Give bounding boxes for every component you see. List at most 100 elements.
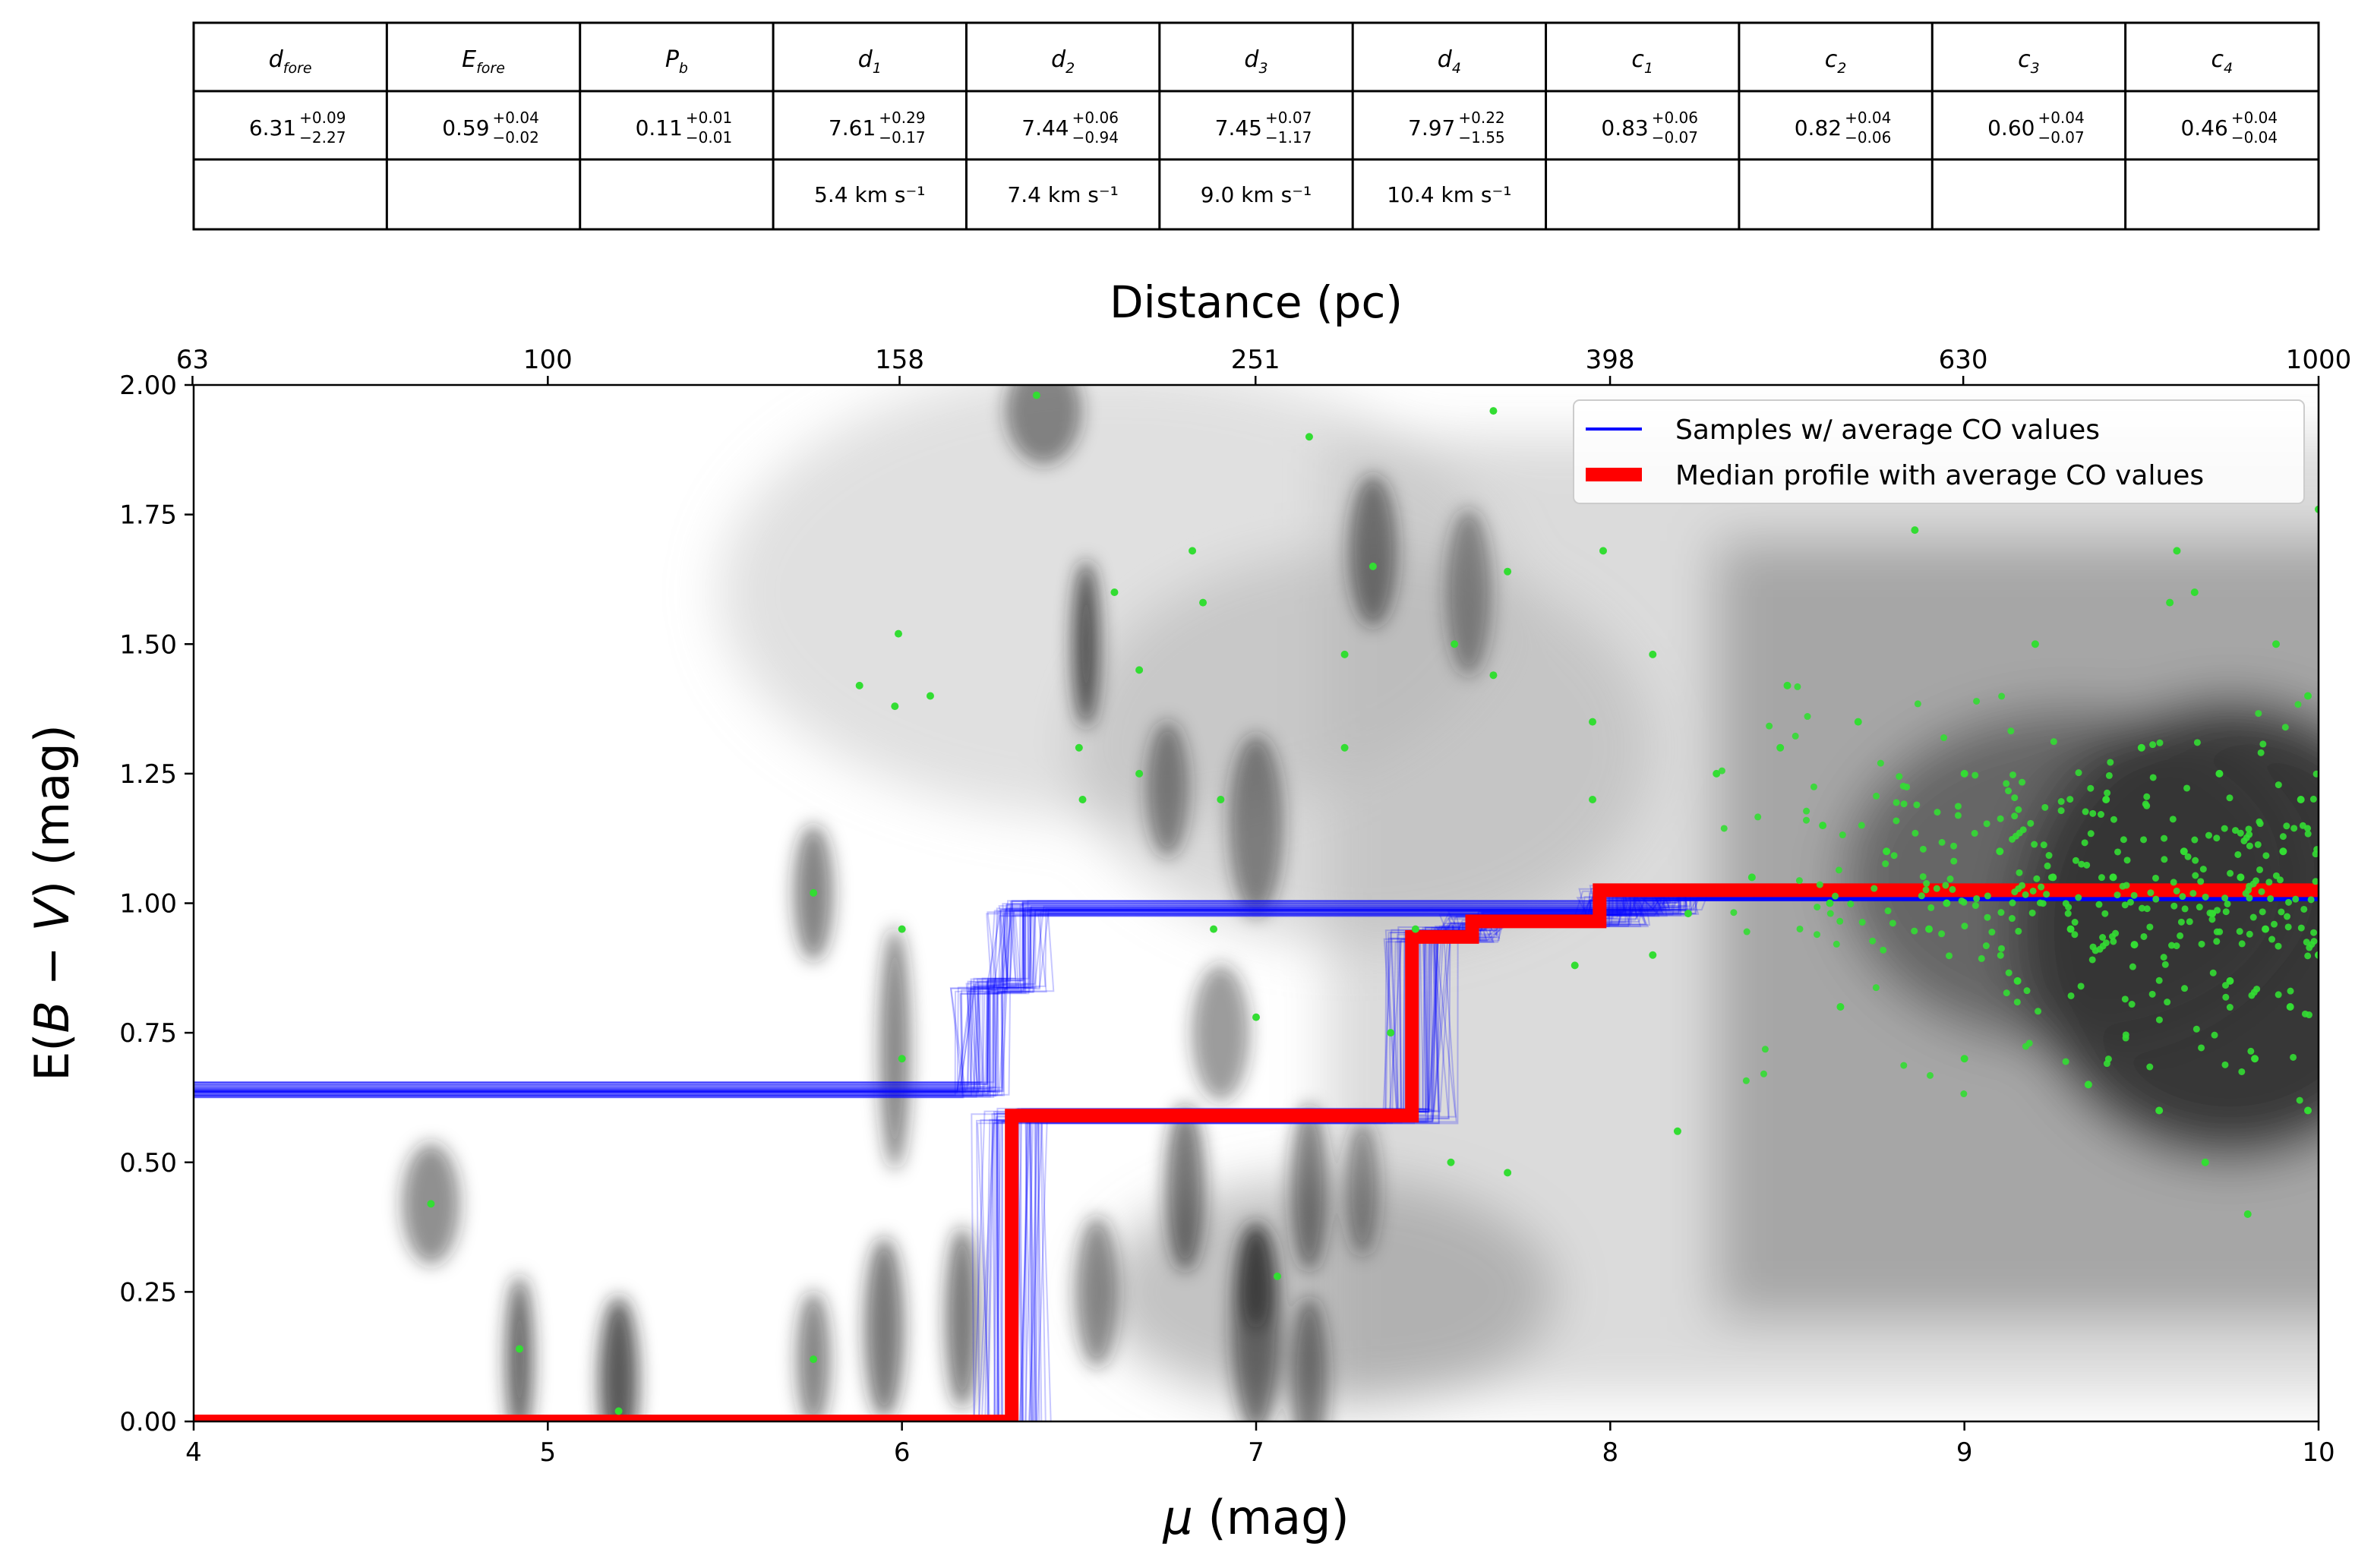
star-point <box>1792 732 1799 740</box>
svg-text:7.97: 7.97 <box>1408 115 1455 140</box>
svg-text:−1.55: −1.55 <box>1458 128 1504 147</box>
star-point <box>2112 929 2120 937</box>
star-point <box>1489 671 1498 680</box>
star-point <box>2310 938 2318 945</box>
star-point <box>2035 1008 2042 1015</box>
x-axis: 4 5 6 7 8 9 10 <box>185 1421 2335 1468</box>
star-point <box>2177 918 2185 926</box>
svg-text:+0.01: +0.01 <box>686 109 732 127</box>
sample-profile-line <box>194 892 2319 1421</box>
y-axis: 0.00 0.25 0.50 0.75 1.00 1.25 1.50 1.75 2.00 <box>119 371 194 1437</box>
star-point <box>2029 887 2037 894</box>
top-tick-label: 100 <box>523 345 573 375</box>
star-point <box>1451 640 1459 648</box>
star-point <box>1839 831 1846 839</box>
star-point <box>2238 940 2246 948</box>
star-point <box>2193 739 2201 746</box>
star-point <box>1971 771 1979 779</box>
star-point <box>2149 741 2157 749</box>
svg-text:−0.17: −0.17 <box>879 128 925 147</box>
star-point <box>2222 993 2230 1001</box>
star-point <box>2155 1106 2164 1115</box>
star-point <box>2161 856 2168 863</box>
star-point <box>2259 740 2267 748</box>
star-point <box>2304 825 2312 832</box>
star-point <box>2224 900 2231 907</box>
star-point <box>1766 722 1773 730</box>
star-point <box>1858 822 1865 829</box>
svg-text:0.82: 0.82 <box>1795 115 1842 140</box>
star-point <box>1796 925 1804 932</box>
sample-profile-line <box>194 898 2319 1421</box>
star-point <box>2104 1055 2112 1063</box>
sample-profile-line <box>194 894 2319 1421</box>
star-point <box>1960 1090 1968 1098</box>
star-point <box>1730 909 1738 917</box>
sample-profile-line <box>194 899 2319 1421</box>
star-point <box>2213 834 2221 842</box>
star-point <box>1075 743 1083 752</box>
star-point <box>2062 1058 2069 1065</box>
legend: Samples w/ average CO values Median profi… <box>1573 399 2305 504</box>
star-point <box>1982 942 1990 950</box>
star-point <box>2238 1068 2246 1075</box>
star-point <box>1369 562 1377 570</box>
star-point <box>2040 841 2047 849</box>
star-point <box>2168 942 2176 949</box>
star-point <box>2183 784 2191 792</box>
star-point <box>2078 860 2085 868</box>
star-point <box>2005 969 2013 976</box>
star-point <box>2082 808 2089 816</box>
star-point <box>1893 817 1900 825</box>
star-point <box>1489 407 1498 415</box>
star-point <box>1804 713 1811 721</box>
star-point <box>1927 904 1935 911</box>
sample-profile-line <box>194 891 2319 1421</box>
star-point <box>2275 781 2282 789</box>
star-point <box>2019 826 2027 834</box>
svg-text:+0.06: +0.06 <box>1652 109 1698 127</box>
star-point <box>2137 743 2145 752</box>
star-point <box>2104 789 2111 797</box>
median-profile-line <box>194 883 2319 1421</box>
star-point <box>1938 930 1946 938</box>
star-point <box>1911 526 1919 535</box>
table-value-cell: 0.83 +0.06−0.07 <box>1601 109 1698 147</box>
star-point <box>810 1355 818 1364</box>
sample-profile-line <box>194 887 2319 1421</box>
x-tick-label: 5 <box>540 1437 557 1468</box>
star-point <box>2036 899 2044 907</box>
table-header-cell: c2 <box>1825 46 1847 77</box>
star-point <box>2121 995 2129 1003</box>
star-point <box>2279 847 2287 856</box>
star-point <box>2237 829 2244 837</box>
star-point <box>2072 857 2079 864</box>
star-point <box>1810 783 1817 790</box>
top-tick-label: 158 <box>875 345 924 375</box>
star-point <box>2146 923 2154 931</box>
star-point <box>2025 1040 2033 1047</box>
star-point <box>1873 792 1880 800</box>
sample-profile-line <box>194 885 2319 1421</box>
svg-text:−0.94: −0.94 <box>1072 128 1119 147</box>
star-point <box>2301 1010 2309 1017</box>
star-point <box>2257 749 2265 756</box>
star-point <box>2206 909 2214 917</box>
star-point <box>1872 984 1880 992</box>
star-point <box>2211 1031 2218 1039</box>
svg-text:0.83: 0.83 <box>1601 115 1648 140</box>
star-point <box>2290 825 2298 832</box>
x-tick-label: 8 <box>1602 1437 1619 1468</box>
star-point <box>1858 919 1866 926</box>
legend-label-samples: Samples w/ average CO values <box>1675 415 2100 446</box>
table-header-cell: c3 <box>2018 46 2040 77</box>
star-point <box>926 692 934 700</box>
star-point <box>1983 820 1990 828</box>
star-point <box>2286 1003 2294 1011</box>
table-value-cell: 7.44 +0.06−0.94 <box>1021 109 1119 147</box>
star-point <box>2105 771 2113 779</box>
star-point <box>1340 743 1349 752</box>
star-point <box>1761 1046 1769 1053</box>
star-point <box>1925 925 1934 933</box>
